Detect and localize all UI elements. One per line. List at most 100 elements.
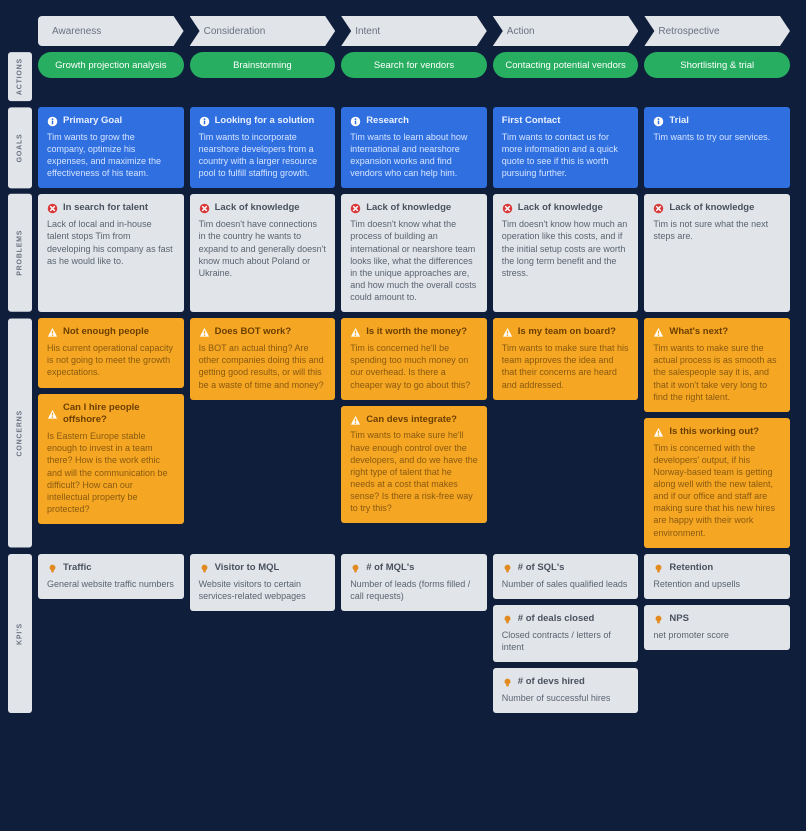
goal-card: Looking for a solution Tim wants to inco… [190, 107, 336, 188]
card-body-text: Tim wants to make sure he'll have enough… [350, 429, 478, 514]
info-icon [47, 116, 58, 127]
card-title-text: # of MQL's [366, 562, 414, 575]
card-body-text: Number of sales qualified leads [502, 578, 630, 590]
kpi-card: Traffic General website traffic numbers [38, 554, 184, 599]
bulb-icon [350, 563, 361, 574]
card-title-text: Lack of knowledge [518, 202, 603, 215]
concerns-col: What's next? Tim wants to make sure the … [644, 318, 790, 547]
concern-card: Is my team on board? Tim wants to make s… [493, 318, 639, 399]
card-title-text: # of deals closed [518, 613, 595, 626]
stage-consideration: Consideration [190, 16, 336, 46]
concern-card: Not enough people His current operationa… [38, 318, 184, 387]
concerns-col: Is my team on board? Tim wants to make s… [493, 318, 639, 547]
kpi-card: # of deals closed Closed contracts / let… [493, 605, 639, 662]
warning-icon [653, 327, 664, 338]
card-title-text: Can I hire people offshore? [63, 402, 175, 428]
card-body-text: Tim is concerned he'll be spending too m… [350, 342, 478, 391]
problem-card: Lack of knowledge Tim doesn't know what … [341, 194, 487, 312]
bulb-icon [653, 614, 664, 625]
card-title-text: What's next? [669, 326, 728, 339]
card-title-text: Primary Goal [63, 115, 122, 128]
card-body-text: Tim wants to make sure that his team app… [502, 342, 630, 391]
action-pill: Search for vendors [341, 52, 487, 78]
stage-label: Intent [355, 26, 380, 37]
problem-card: Lack of knowledge Tim is not sure what t… [644, 194, 790, 312]
card-title-text: Traffic [63, 562, 92, 575]
error-icon [199, 203, 210, 214]
stage-retrospective: Retrospective [644, 16, 790, 46]
bulb-icon [502, 563, 513, 574]
card-body-text: Tim wants to incorporate nearshore devel… [199, 131, 327, 180]
bulb-icon [47, 563, 58, 574]
card-title-text: # of devs hired [518, 676, 585, 689]
kpi-col: Traffic General website traffic numbers [38, 554, 184, 713]
action-label: Shortlisting & trial [680, 60, 754, 71]
kpi-card: NPS net promoter score [644, 605, 790, 650]
stage-awareness: Awareness [38, 16, 184, 46]
error-icon [350, 203, 361, 214]
card-body-text: Is Eastern Europe stable enough to inves… [47, 430, 175, 515]
card-title-text: First Contact [502, 115, 561, 128]
error-icon [502, 203, 513, 214]
action-pill: Shortlisting & trial [644, 52, 790, 78]
card-body-text: Number of successful hires [502, 692, 630, 704]
error-icon [47, 203, 58, 214]
kpi-col: # of MQL's Number of leads (forms filled… [341, 554, 487, 713]
card-body-text: Tim wants to make sure the actual proces… [653, 342, 781, 403]
warning-icon [502, 327, 513, 338]
warning-icon [47, 327, 58, 338]
card-body-text: net promoter score [653, 629, 781, 641]
card-title-text: Can devs integrate? [366, 414, 457, 427]
card-title-text: # of SQL's [518, 562, 565, 575]
info-icon [199, 116, 210, 127]
action-pill: Brainstorming [190, 52, 336, 78]
card-title-text: Trial [669, 115, 689, 128]
stage-intent: Intent [341, 16, 487, 46]
concern-card: What's next? Tim wants to make sure the … [644, 318, 790, 412]
row-label-actions: ACTIONS [8, 52, 32, 101]
kpi-card: # of devs hired Number of successful hir… [493, 668, 639, 713]
card-title-text: In search for talent [63, 202, 148, 215]
row-label-problems: PROBLEMS [8, 194, 32, 312]
goal-card: First Contact Tim wants to contact us fo… [493, 107, 639, 188]
kpi-card: Retention Retention and upsells [644, 554, 790, 599]
action-label: Brainstorming [233, 60, 292, 71]
card-body-text: Lack of local and in-house talent stops … [47, 218, 175, 267]
journey-grid: Awareness Consideration Intent Action Re… [8, 16, 790, 713]
kpi-col: Retention Retention and upsells NPS net … [644, 554, 790, 713]
card-body-text: Tim is not sure what the next steps are. [653, 218, 781, 242]
problem-card: Lack of knowledge Tim doesn't have conne… [190, 194, 336, 312]
concern-card: Can I hire people offshore? Is Eastern E… [38, 394, 184, 525]
stage-label: Action [507, 26, 535, 37]
card-title-text: Retention [669, 562, 713, 575]
warning-icon [47, 409, 58, 420]
info-icon [653, 116, 664, 127]
card-title-text: Not enough people [63, 326, 149, 339]
concern-card: Does BOT work? Is BOT an actual thing? A… [190, 318, 336, 399]
bulb-icon [653, 563, 664, 574]
kpi-card: # of MQL's Number of leads (forms filled… [341, 554, 487, 611]
action-label: Search for vendors [374, 60, 454, 71]
card-body-text: Tim wants to learn about how internation… [350, 131, 478, 180]
goal-card: Trial Tim wants to try our services. [644, 107, 790, 188]
card-body-text: Tim wants to try our services. [653, 131, 781, 143]
card-body-text: Tim wants to grow the company, optimize … [47, 131, 175, 180]
kpi-col: Visitor to MQL Website visitors to certa… [190, 554, 336, 713]
warning-icon [350, 327, 361, 338]
action-pill: Growth projection analysis [38, 52, 184, 78]
warning-icon [199, 327, 210, 338]
card-title-text: Is my team on board? [518, 326, 616, 339]
problem-card: Lack of knowledge Tim doesn't know how m… [493, 194, 639, 312]
card-body-text: His current operational capacity is not … [47, 342, 175, 378]
card-title-text: Research [366, 115, 409, 128]
card-body-text: Retention and upsells [653, 578, 781, 590]
card-body-text: Number of leads (forms filled / call req… [350, 578, 478, 602]
card-body-text: Tim doesn't have connections in the coun… [199, 218, 327, 279]
card-title-text: Lack of knowledge [366, 202, 451, 215]
card-title-text: Looking for a solution [215, 115, 315, 128]
card-body-text: Tim is concerned with the developers' ou… [653, 442, 781, 539]
stage-label: Retrospective [658, 26, 719, 37]
card-body-text: Tim doesn't know what the process of bui… [350, 218, 478, 303]
card-title-text: NPS [669, 613, 689, 626]
warning-icon [350, 415, 361, 426]
